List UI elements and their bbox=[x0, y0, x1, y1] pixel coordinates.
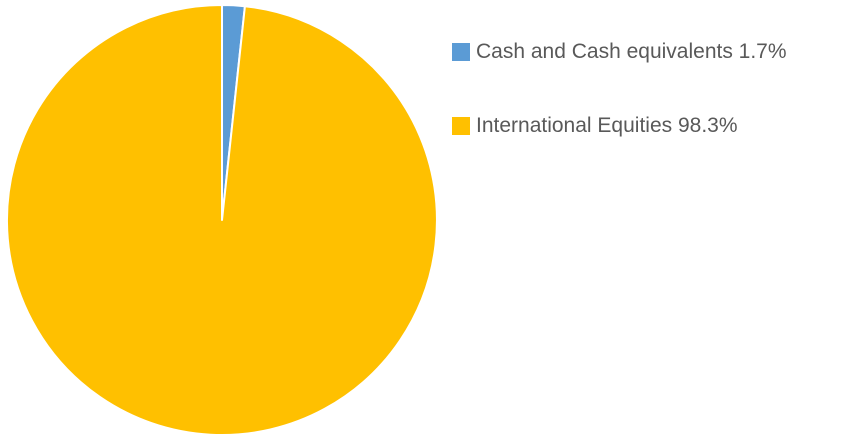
legend-label-international-equities: International Equities 98.3% bbox=[476, 114, 738, 137]
legend-swatch-cash bbox=[452, 43, 470, 61]
legend-item-international-equities: International Equities 98.3% bbox=[452, 114, 787, 138]
legend-item-cash: Cash and Cash equivalents 1.7% bbox=[452, 40, 787, 64]
chart-legend: Cash and Cash equivalents 1.7% Internati… bbox=[452, 40, 787, 188]
legend-swatch-international-equities bbox=[452, 117, 470, 135]
legend-label-cash: Cash and Cash equivalents 1.7% bbox=[476, 40, 787, 63]
pie-slice-international-equities bbox=[5, 4, 438, 435]
